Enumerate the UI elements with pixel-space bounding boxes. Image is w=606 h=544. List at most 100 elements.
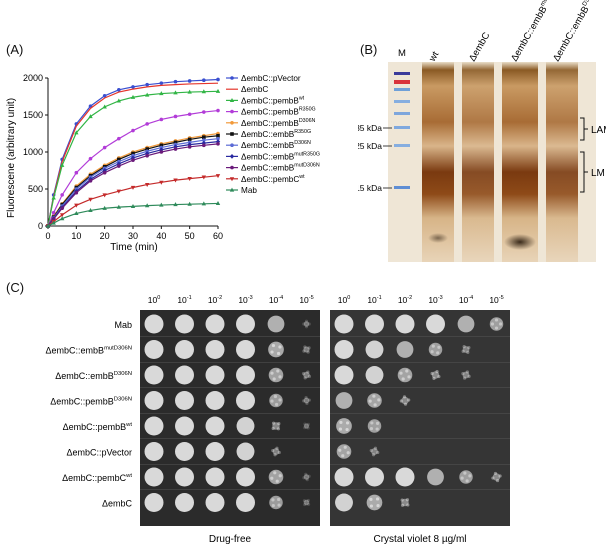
data-point [187, 145, 192, 149]
data-point [145, 82, 149, 87]
colony-spot [236, 417, 255, 435]
data-point [229, 177, 235, 182]
colony-dot [494, 326, 499, 330]
data-point [159, 180, 164, 185]
data-point [145, 122, 149, 126]
colony-dot [466, 350, 470, 354]
data-point [102, 205, 107, 210]
data-point [59, 162, 65, 167]
colony-dot [405, 498, 410, 502]
colony-spot [367, 393, 382, 408]
data-point [215, 201, 221, 206]
data-point [88, 197, 93, 202]
colony-dot [304, 396, 308, 400]
series-line [47, 202, 219, 227]
x-tick-label: 20 [100, 231, 110, 241]
colony-spot [371, 448, 378, 455]
data-point [144, 182, 150, 187]
colony-spot [236, 365, 255, 385]
data-point [159, 91, 164, 96]
colony-dot [306, 370, 310, 374]
data-point [130, 155, 136, 161]
data-point [131, 151, 135, 156]
legend-label: ΔembC::pembBD306N [241, 118, 316, 128]
colony-dot [498, 474, 502, 478]
y-tick-label: 500 [28, 184, 43, 194]
colony-dot [277, 421, 281, 426]
colony-dot [432, 376, 436, 380]
marker-size-label: 15 kDa [358, 183, 382, 193]
plate-crystal-violet [330, 310, 510, 526]
colony-dot [306, 426, 310, 430]
data-point [117, 136, 121, 141]
colony-dot [306, 498, 310, 503]
dilution-label: 10-2 [208, 295, 222, 305]
colony-dot [302, 399, 306, 403]
legend-item: ΔembC::pembBD306N [226, 118, 316, 128]
colony-dot [304, 325, 309, 329]
colony-spot [144, 467, 164, 487]
data-point [216, 108, 220, 113]
data-point [202, 78, 206, 83]
data-point [201, 89, 207, 94]
lane-wt [422, 62, 454, 262]
colony-spot [401, 396, 409, 405]
data-point [102, 93, 107, 98]
lane-header: ΔembC [467, 30, 492, 63]
colony-spot [144, 391, 164, 410]
data-point [74, 170, 79, 175]
colony-spot [269, 495, 283, 510]
data-point [202, 110, 206, 114]
x-tick-label: 30 [128, 231, 138, 241]
series-8 [46, 142, 220, 228]
colony-spot [205, 416, 225, 436]
colony-spot [457, 315, 475, 333]
dilution-label: 100 [338, 295, 351, 305]
panel-b-label: (B) [360, 42, 378, 57]
colony-dot [278, 345, 282, 349]
data-point [187, 177, 192, 182]
colony-spot [303, 499, 310, 506]
colony-dot [306, 422, 311, 426]
colony-spot [367, 419, 382, 433]
colony-dot [401, 377, 405, 381]
colony-dot [377, 398, 381, 402]
colony-spot [303, 321, 310, 327]
data-point [159, 143, 164, 148]
colony-dot [402, 395, 407, 399]
x-axis-label: Time (min) [110, 242, 157, 253]
series-1 [47, 82, 219, 227]
series-3 [46, 108, 220, 228]
colony-spot [272, 422, 280, 430]
colony-dot [302, 426, 307, 430]
colony-spot [365, 366, 384, 384]
data-point [202, 135, 206, 139]
data-point [173, 202, 178, 207]
data-point [88, 114, 93, 119]
data-point [216, 133, 220, 138]
data-point [202, 143, 206, 148]
colony-dot [467, 346, 471, 350]
data-point [117, 88, 121, 92]
colony-dot [430, 371, 434, 376]
legend-item: ΔembC::embBmutD306N [226, 163, 320, 173]
colony-dot [303, 376, 307, 380]
series-10 [45, 201, 221, 228]
legend-label: ΔembC [241, 85, 268, 94]
dilution-label: 10-1 [177, 295, 191, 305]
colony-spot [401, 498, 409, 507]
data-point [230, 76, 234, 80]
colony-spot [396, 341, 414, 358]
colony-dot [493, 471, 498, 476]
colony-dot [270, 350, 274, 354]
colony-spot [144, 416, 164, 436]
legend-label: ΔembC::embBR350G [241, 129, 311, 139]
legend-item: ΔembC::embBR350G [226, 129, 311, 139]
strain-label: ΔembC::pembBwt [63, 422, 133, 432]
lane-embb-mut-d306n [502, 62, 538, 262]
colony-dot [430, 350, 434, 354]
data-point [116, 98, 122, 103]
colony-dot [307, 374, 312, 378]
data-point [216, 136, 220, 141]
data-point [102, 193, 107, 198]
